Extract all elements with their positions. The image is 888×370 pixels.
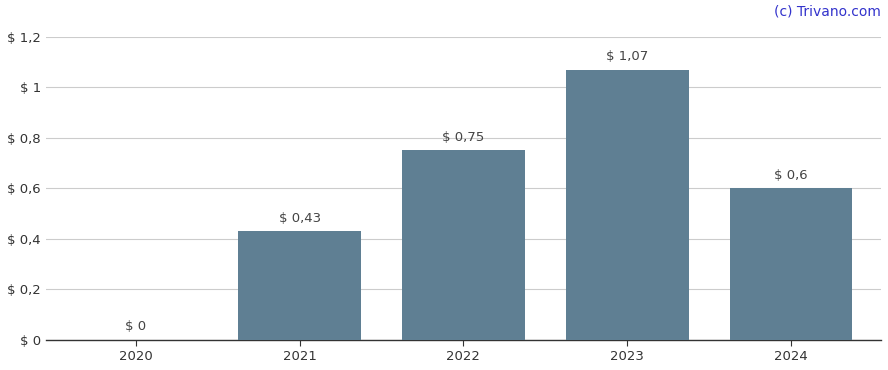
Bar: [238, 231, 361, 340]
Bar: [730, 188, 852, 340]
Text: (c) Trivano.com: (c) Trivano.com: [774, 5, 881, 19]
Bar: [566, 70, 688, 340]
Text: $ 0: $ 0: [125, 320, 147, 333]
Text: $ 0,75: $ 0,75: [442, 131, 485, 144]
Text: $ 0,6: $ 0,6: [774, 169, 808, 182]
Bar: [402, 151, 525, 340]
Text: $ 0,43: $ 0,43: [279, 212, 321, 225]
Text: $ 1,07: $ 1,07: [606, 50, 648, 64]
